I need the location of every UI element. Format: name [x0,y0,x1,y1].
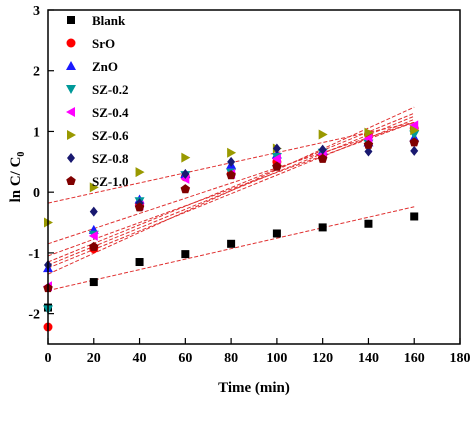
x-tick-label: 40 [133,351,147,366]
y-tick-label: 0 [33,186,40,201]
y-tick-label: -1 [28,247,40,262]
point-sz-1-0 [317,153,328,163]
legend-marker-zno [66,61,76,70]
fit-line-zno [47,121,415,257]
x-tick-label: 80 [224,351,238,366]
point-sz-1-0 [180,184,191,194]
point-sz-0-8 [318,144,327,155]
legend-label-blank: Blank [92,13,126,28]
point-sz-1-0 [363,139,374,149]
point-sz-1-0 [134,202,145,212]
point-sz-0-6 [318,129,328,140]
legend-marker-sz-0-6 [67,130,76,140]
point-sz-0-6 [364,127,374,138]
legend-marker-sz-0-8 [67,153,75,163]
point-blank [364,219,373,228]
legend-label-sz-0-8: SZ-0.8 [92,151,129,166]
legend-marker-sz-1-0 [66,176,76,186]
fit-line-sz-0-8 [47,121,415,245]
point-blank [181,250,190,259]
x-tick-label: 180 [450,351,471,366]
y-tick-label: 1 [33,125,40,140]
legend-label-zno: ZnO [92,59,118,74]
point-blank [272,229,281,238]
y-axis-title-main: ln C/ C [8,157,24,203]
x-tick-label: 120 [312,351,333,366]
point-sz-0-6 [410,125,420,136]
y-tick-label: 2 [33,65,40,80]
point-sz-1-0 [89,241,99,251]
x-tick-label: 0 [45,351,52,366]
legend-label-sz-0-2: SZ-0.2 [92,82,128,97]
legend-marker-blank [67,16,75,24]
point-sz-0-8 [410,145,419,156]
legend-marker-sro [66,38,76,48]
point-sz-0-4 [271,153,281,164]
point-sz-0-8 [227,156,236,167]
legend-label-sz-1-0: SZ-1.0 [92,174,128,189]
point-sz-0-4 [409,120,419,131]
y-axis-title: ln C/ C0 [8,152,27,203]
legend-label-sz-0-6: SZ-0.6 [92,128,129,143]
point-sz-0-8 [272,143,281,154]
point-blank [135,258,144,267]
point-sz-0-6 [135,167,145,178]
legend-label-sz-0-4: SZ-0.4 [92,105,129,120]
legend: Blank SrO ZnO SZ-0.2 SZ-0.4 SZ-0.6 SZ-0.8 SZ-1.… [66,13,129,189]
legend-label-sro: SrO [92,36,115,51]
point-sz-0-8 [364,146,373,157]
legend-marker-sz-0-2 [66,85,76,94]
point-sz-0-6 [227,147,237,158]
y-tick-label: -2 [28,308,40,323]
x-tick-label: 60 [178,351,192,366]
point-sz-0-6 [181,152,191,163]
point-sz-0-8 [89,206,98,217]
point-sz-0-8 [181,168,190,179]
point-blank [410,212,419,221]
point-blank [89,278,98,287]
point-blank [227,239,236,248]
x-axis-title: Time (min) [218,380,290,396]
x-tick-label: 160 [404,351,425,366]
y-tick-label: 3 [33,4,40,19]
fit-line-blank [47,206,415,292]
y-axis-title-subscript: 0 [16,152,27,157]
fit-line-sz-1-0 [47,106,415,275]
legend-marker-sz-0-4 [66,107,75,117]
point-blank [318,223,327,232]
point-sz-0-4 [88,230,98,241]
data-points [43,120,420,332]
x-tick-label: 20 [87,351,101,366]
x-tick-label: 100 [266,351,287,366]
point-sz-0-6 [89,182,99,193]
point-sz-1-0 [226,170,236,180]
point-sz-1-0 [272,161,282,171]
point-sz-1-0 [409,137,419,147]
plot-frame [47,9,461,345]
x-tick-label: 140 [358,351,379,366]
